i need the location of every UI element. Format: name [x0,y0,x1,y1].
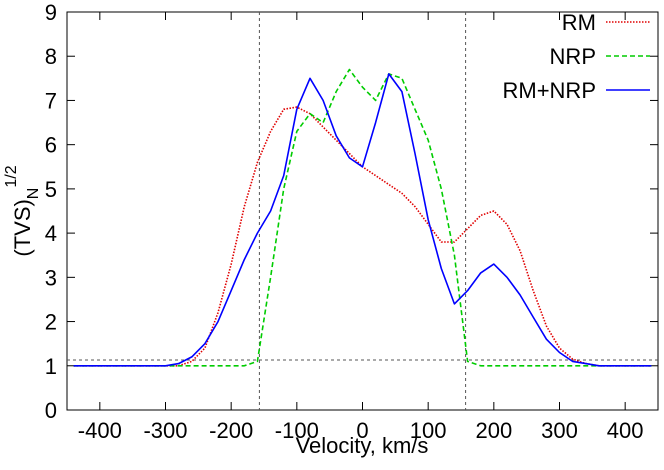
plot-frame [66,11,659,411]
y-axis-label: (TVS)N 1/2 [3,165,42,256]
x-tick-label: -200 [209,418,253,443]
y-tick-label: 9 [45,0,57,25]
y-tick-label: 7 [45,88,57,113]
x-tick-label: -300 [143,418,187,443]
y-tick-label: 3 [45,265,57,290]
x-tick-label: -100 [275,418,319,443]
y-label-sub: N [25,188,42,200]
y-tick-label: 8 [45,44,57,69]
y-tick-label: 0 [45,398,57,423]
x-axis-label: Velocity, km/s [296,433,429,458]
x-tick-label: 400 [607,418,644,443]
y-label-sup: 1/2 [3,165,20,187]
x-tick-label: -400 [78,418,122,443]
x-tick-label: 200 [475,418,512,443]
y-tick-label: 4 [45,221,57,246]
y-tick-label: 2 [45,310,57,335]
y-axis-label-group: (TVS)N 1/2 [3,165,42,256]
x-tick-label: 0 [356,418,368,443]
y-tick-label: 5 [45,177,57,202]
y-tick-label: 6 [45,133,57,158]
legend-label: RM [562,10,596,35]
data-line [73,68,652,367]
x-tick-label: 300 [541,418,578,443]
x-tick-label: 100 [410,418,447,443]
y-tick-label: 1 [45,354,57,379]
legend-label: RM+NRP [502,78,596,103]
data-line [73,106,652,367]
legend-label: NRP [550,44,596,69]
y-label-base: (TVS) [10,199,35,256]
data-line [73,73,652,367]
